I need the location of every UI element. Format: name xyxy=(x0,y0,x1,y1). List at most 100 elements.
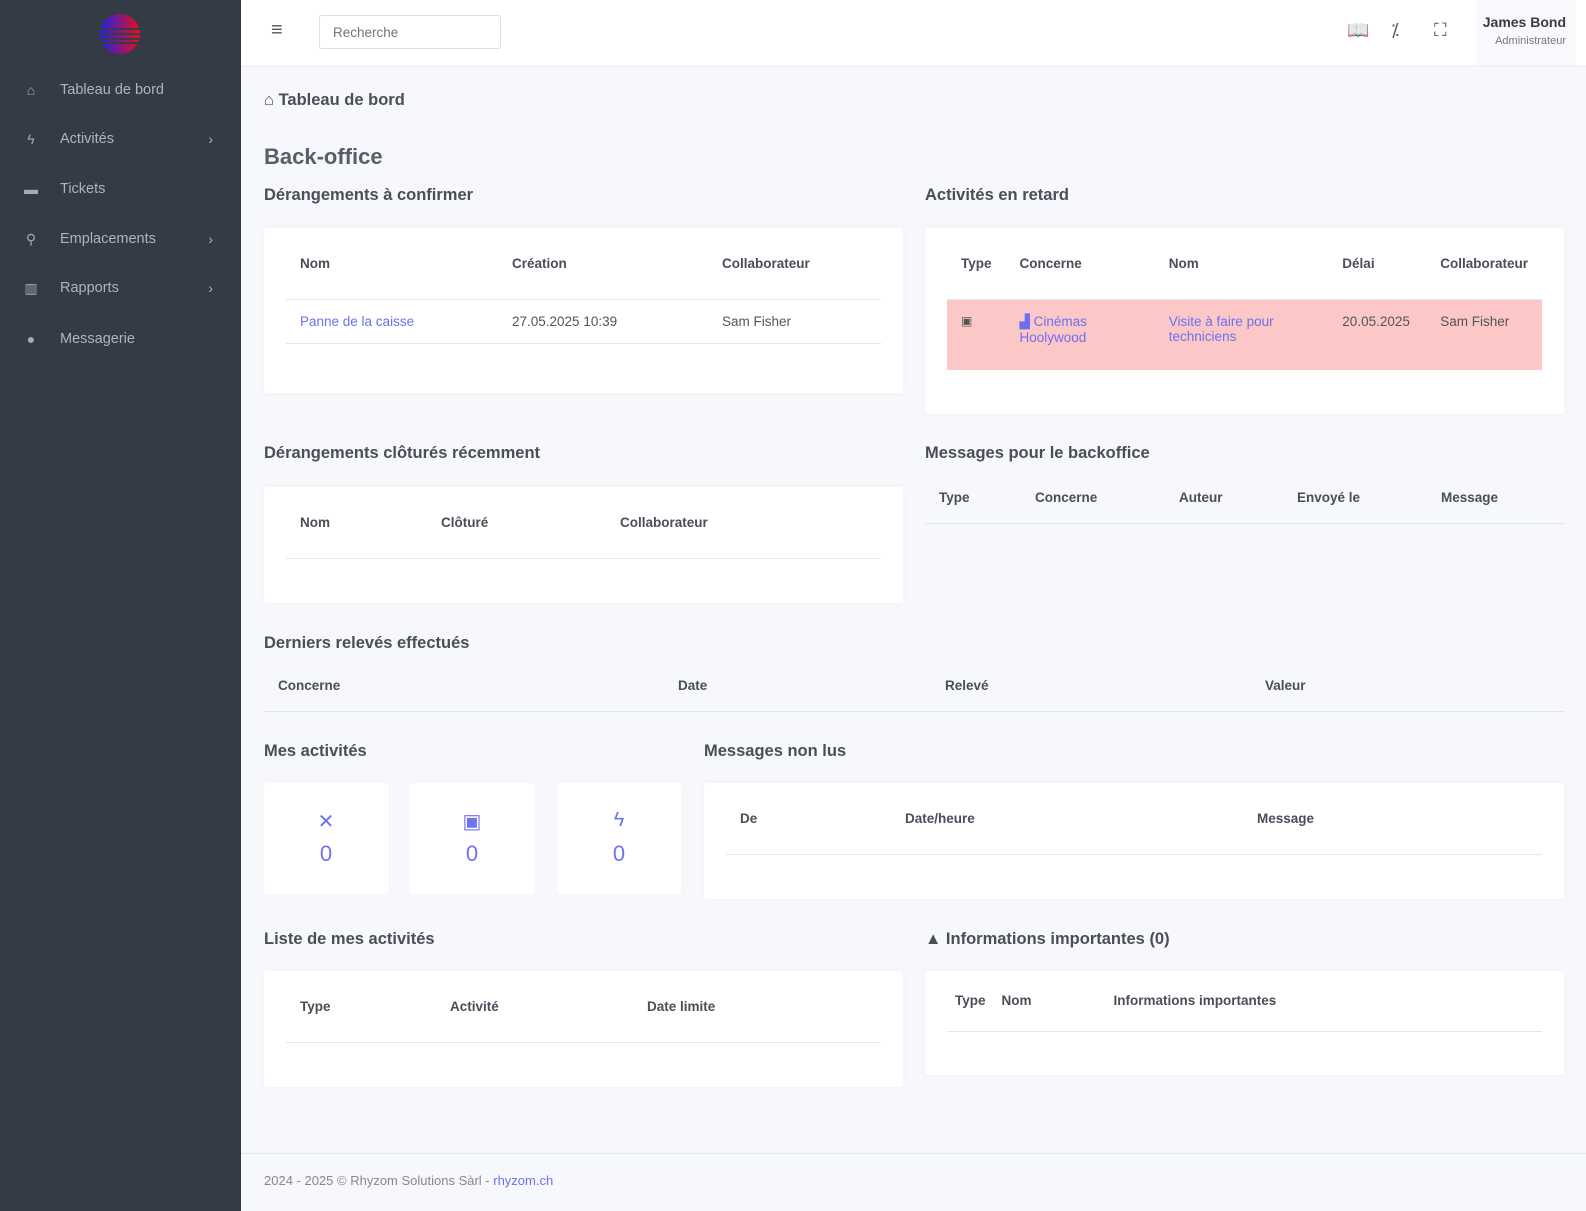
column-header[interactable]: Nom xyxy=(286,487,427,559)
concerne-link[interactable]: ▟ Cinémas Hoolywood xyxy=(1020,314,1087,345)
derangements-clotures-card: Nom Clôturé Collaborateur xyxy=(264,487,903,603)
chevron-right-icon: › xyxy=(208,131,213,147)
user-menu[interactable]: James Bond Administrateur xyxy=(1476,0,1576,65)
column-header[interactable]: Auteur xyxy=(1165,472,1283,524)
top-bar: ≡ 📖 ⁒ ⛶ James Bond Administrateur xyxy=(241,0,1586,65)
section-title: Messages non lus xyxy=(704,742,847,760)
home-icon: ⌂ xyxy=(264,91,279,109)
collaborateur: Sam Fisher xyxy=(708,299,881,344)
column-header[interactable]: Relevé xyxy=(931,660,1251,712)
section-title: Mes activités xyxy=(264,742,367,760)
table-row[interactable]: Panne de la caisse 27.05.2025 10:39 Sam Fi… xyxy=(286,299,881,344)
user-name: James Bond xyxy=(1482,14,1566,30)
column-header[interactable]: Collaborateur xyxy=(708,228,881,300)
stat-card-planned[interactable]: ▣ 0 xyxy=(410,783,534,894)
section-title: Messages pour le backoffice xyxy=(925,444,1150,462)
column-header[interactable]: Collaborateur xyxy=(606,487,881,559)
column-header[interactable]: Date limite xyxy=(633,971,881,1043)
footer-text: 2024 - 2025 © Rhyzom Solutions Sàrl - xyxy=(264,1173,494,1188)
fullscreen-icon[interactable]: ⛶ xyxy=(1434,20,1447,40)
sidebar-item-label: Activités xyxy=(60,131,114,147)
column-header[interactable]: Délai xyxy=(1328,228,1427,300)
column-header[interactable]: Concerne xyxy=(1021,472,1165,524)
section-title: Dérangements clôturés récemment xyxy=(264,444,541,462)
activity-link[interactable]: Visite à faire pour techniciens xyxy=(1168,313,1274,344)
section-title: Derniers relevés effectués xyxy=(264,634,470,652)
breadcrumb: ⌂ Tableau de bord xyxy=(264,91,405,110)
creation-date: 27.05.2025 10:39 xyxy=(498,299,708,344)
search-input[interactable] xyxy=(319,15,501,49)
activites-retard-card: Type Concerne Nom Délai Collaborateur ▣ ▟ Cin… xyxy=(925,228,1564,414)
column-header[interactable]: Message xyxy=(1427,472,1564,524)
messages-non-lus-card: De Date/heure Message xyxy=(704,783,1564,899)
column-header[interactable]: Message xyxy=(1243,783,1542,855)
bolt-icon: ϟ xyxy=(613,809,625,831)
delai: 20.05.2025 xyxy=(1328,299,1427,370)
calendar-clock-icon: ▣ xyxy=(462,811,482,833)
warning-icon: ▲ xyxy=(925,930,946,948)
calendar-clock-icon: ▣ xyxy=(947,299,1006,370)
column-header[interactable]: Clôturé xyxy=(427,487,606,559)
sidebar-item-label: Tickets xyxy=(60,181,106,197)
sidebar: ⌂ Tableau de bord ϟ Activités › ▬ Tickets ⚲ E… xyxy=(0,0,241,1211)
infos-card: Type Nom Informations importantes xyxy=(925,971,1564,1075)
sidebar-item-rapports[interactable]: ▥ Rapports › xyxy=(0,264,241,312)
sidebar-item-label: Rapports xyxy=(60,280,119,296)
sidebar-item-messagerie[interactable]: ● Messagerie xyxy=(0,315,241,363)
column-header[interactable]: Type xyxy=(286,971,436,1043)
stat-value: 0 xyxy=(319,841,333,866)
infos-title: Informations importantes (0) xyxy=(945,930,1170,948)
stat-card-interventions[interactable]: ✕ 0 xyxy=(264,783,388,894)
chevron-right-icon: › xyxy=(208,280,213,296)
column-header[interactable]: Collaborateur xyxy=(1426,228,1542,300)
sidebar-item-emplacements[interactable]: ⚲ Emplacements › xyxy=(0,215,241,263)
sidebar-item-tickets[interactable]: ▬ Tickets xyxy=(0,165,241,213)
releves-table: Concerne Date Relevé Valeur xyxy=(264,660,1564,712)
location-icon: ⚲ xyxy=(25,230,37,247)
building-icon: ▟ xyxy=(1019,313,1034,329)
column-header[interactable]: Type xyxy=(947,228,1006,300)
page-title: Back-office xyxy=(264,144,383,169)
bolt-icon: ϟ xyxy=(27,131,35,147)
footer: 2024 - 2025 © Rhyzom Solutions Sàrl - rh… xyxy=(241,1153,1586,1211)
ticket-icon: ▬ xyxy=(24,181,38,197)
table-row[interactable]: ▣ ▟ Cinémas Hoolywood Visite à faire pour … xyxy=(947,299,1542,370)
section-title: Liste de mes activités xyxy=(264,930,435,948)
comment-icon: ● xyxy=(26,331,36,347)
column-header[interactable]: Création xyxy=(498,228,708,300)
column-header[interactable]: Date xyxy=(664,660,931,712)
column-header[interactable]: Informations importantes xyxy=(1105,971,1542,1032)
sidebar-item-label: Tableau de bord xyxy=(60,82,164,98)
column-header[interactable]: Type xyxy=(925,472,1021,524)
sidebar-item-activites[interactable]: ϟ Activités › xyxy=(0,115,241,163)
column-header[interactable]: Nom xyxy=(1154,228,1329,300)
column-header[interactable]: Date/heure xyxy=(891,783,1243,855)
concerne-name: Cinémas Hoolywood xyxy=(1019,313,1087,345)
derangement-link[interactable]: Panne de la caisse xyxy=(300,313,415,329)
magic-wand-icon[interactable]: ⁒ xyxy=(1391,20,1400,40)
messages-backoffice-table: Type Concerne Auteur Envoyé le Message xyxy=(925,472,1564,524)
column-header[interactable]: Activité xyxy=(436,971,633,1043)
column-header[interactable]: Nom xyxy=(286,228,498,300)
hamburger-menu-icon[interactable]: ≡ xyxy=(271,19,283,41)
sidebar-item-tableau-de-bord[interactable]: ⌂ Tableau de bord xyxy=(0,66,241,114)
stat-value: 0 xyxy=(612,841,626,866)
stat-value: 0 xyxy=(465,841,479,866)
user-role: Administrateur xyxy=(1495,35,1566,47)
column-header[interactable]: De xyxy=(726,783,891,855)
book-icon[interactable]: 📖 xyxy=(1347,20,1370,40)
sidebar-item-label: Messagerie xyxy=(60,331,135,347)
column-header[interactable]: Type xyxy=(947,971,994,1032)
breadcrumb-item[interactable]: Tableau de bord xyxy=(278,91,405,109)
tools-icon: ✕ xyxy=(317,811,335,833)
sidebar-item-label: Emplacements xyxy=(60,231,156,247)
column-header[interactable]: Concerne xyxy=(264,660,664,712)
logo[interactable] xyxy=(100,14,140,54)
column-header[interactable]: Envoyé le xyxy=(1283,472,1427,524)
footer-link[interactable]: rhyzom.ch xyxy=(493,1173,554,1188)
column-header[interactable]: Nom xyxy=(993,971,1106,1032)
column-header[interactable]: Valeur xyxy=(1251,660,1564,712)
column-header[interactable]: Concerne xyxy=(1005,228,1155,300)
section-title: ▲ Informations importantes (0) xyxy=(925,930,1170,949)
